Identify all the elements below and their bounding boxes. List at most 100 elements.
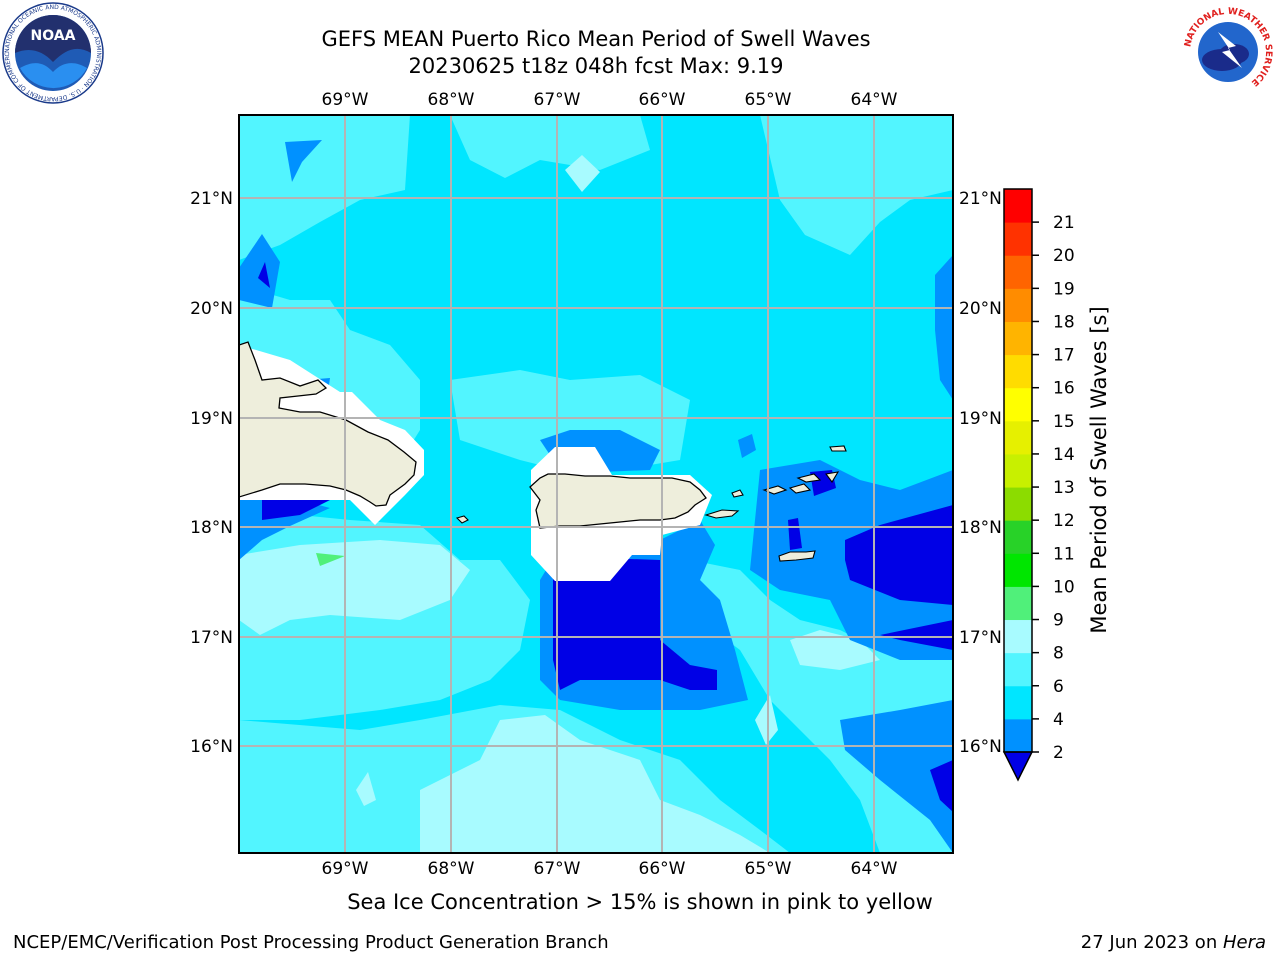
colorbar-tick-label: 9 (1053, 611, 1064, 631)
lat-label-left: 19°N (190, 409, 233, 429)
host-name: Hera (1222, 932, 1266, 953)
colorbar-outline (1003, 188, 1033, 753)
colorbar-tick-label: 6 (1053, 677, 1064, 697)
colorbar-segment (1004, 586, 1032, 621)
lat-label-right: 21°N (959, 189, 1002, 209)
field-6-8-north-right (760, 115, 953, 255)
colorbar-tick-label: 8 (1053, 644, 1064, 664)
lat-label-right: 20°N (959, 299, 1002, 319)
colorbar-segment (1004, 453, 1032, 488)
field-2-4-east-edge (935, 255, 953, 400)
sea-ice-note: Sea Ice Concentration > 15% is shown in … (347, 890, 933, 914)
field-below-2-se (930, 760, 953, 812)
lon-label-top: 66°W (639, 90, 686, 110)
lon-label-top: 65°W (745, 90, 792, 110)
lat-labels-right: 21°N 20°N 19°N 18°N 17°N 16°N (959, 189, 1002, 757)
colorbar-segment (1004, 420, 1032, 455)
field-6-8-north-left (239, 115, 410, 260)
lat-label-left: 20°N (190, 299, 233, 319)
colorbar-segment (1004, 387, 1032, 422)
colorbar-segment (1004, 652, 1032, 687)
colorbar-tick-label: 10 (1053, 577, 1075, 597)
lon-label-top: 69°W (322, 90, 369, 110)
colorbar: 2 4 6 8 9 10 11 12 13 14 15 16 17 18 19 20 21 (1002, 188, 1075, 782)
colorbar-tick-label: 15 (1053, 412, 1075, 432)
graticule (239, 115, 953, 853)
lon-label-bottom: 68°W (428, 859, 475, 879)
lon-label-top: 67°W (534, 90, 581, 110)
lat-label-right: 19°N (959, 409, 1002, 429)
colorbar-tick-label: 19 (1053, 279, 1075, 299)
field-below-2-west-spot (258, 262, 270, 288)
colorbar-segment (1004, 487, 1032, 521)
land-st-thomas (762, 485, 788, 495)
lat-label-left: 21°N (190, 189, 233, 209)
colorbar-tick-label: 20 (1053, 246, 1075, 266)
lat-labels-left: 21°N 20°N 19°N 18°N 17°N 16°N (190, 189, 233, 757)
noaa-logo-text: NOAA (31, 28, 76, 44)
field-9-10 (316, 553, 345, 566)
colorbar-tick-label: 16 (1053, 379, 1075, 399)
chart-title: GEFS MEAN Puerto Rico Mean Period of Swe… (321, 27, 871, 51)
colorbar-tick-label: 12 (1053, 511, 1075, 531)
land-virgin-gorda (825, 471, 840, 483)
colorbar-tick-label: 2 (1053, 743, 1064, 763)
colorbar-extend-arrow (1002, 751, 1034, 782)
generation-date: 27 Jun 2023 on (1080, 932, 1223, 953)
field-below-2-east (845, 505, 953, 605)
field-8-9-south (420, 715, 770, 853)
colorbar-segment (1004, 288, 1032, 322)
land-hispaniola (239, 341, 417, 507)
land-st-croix (778, 550, 816, 562)
lat-label-left: 18°N (190, 518, 233, 538)
colorbar-segment (1004, 354, 1032, 389)
land-anegada (829, 445, 847, 452)
lon-label-bottom: 65°W (745, 859, 792, 879)
lon-label-bottom: 69°W (322, 859, 369, 879)
colorbar-tick-label: 17 (1053, 346, 1075, 366)
field-2-4-west-edge (239, 234, 280, 308)
producer-credit: NCEP/EMC/Verification Post Processing Pr… (13, 932, 609, 953)
field-2-4-bvi-spot (738, 434, 756, 458)
nws-logo: NATIONAL WEATHER SERVICE (1180, 4, 1276, 100)
noaa-logo: NATIONAL OCEANIC AND ATMOSPHERIC ADMINIS… (2, 2, 104, 104)
colorbar-tick-label: 4 (1053, 710, 1064, 730)
lat-label-right: 17°N (959, 628, 1002, 648)
land-vieques (704, 509, 740, 519)
lat-label-left: 17°N (190, 628, 233, 648)
colorbar-segment (1004, 718, 1032, 753)
lon-label-bottom: 67°W (534, 859, 581, 879)
lon-labels-bottom: 69°W 68°W 67°W 66°W 65°W 64°W (322, 859, 898, 879)
field-2-4-nw-spot (285, 140, 322, 182)
field-8-9-south-spot (356, 772, 376, 806)
field-below-2-hisp (262, 500, 330, 520)
field-2-4-southeast (840, 700, 953, 853)
chart-subtitle: 20230625 t18z 048h fcst Max: 9.19 (408, 54, 784, 78)
colorbar-segment (1004, 685, 1032, 720)
colorbar-segment (1004, 189, 1032, 223)
lat-label-right: 18°N (959, 518, 1002, 538)
field-below-2-south-pr (553, 558, 717, 690)
swell-period-field (239, 115, 953, 853)
lon-label-bottom: 64°W (851, 859, 898, 879)
lat-label-right: 16°N (959, 737, 1002, 757)
colorbar-segment (1004, 321, 1032, 356)
colorbar-tick-label: 21 (1053, 213, 1075, 233)
field-6-8-north-mid (450, 115, 650, 178)
field-2-4-hispaniola-south (239, 500, 330, 560)
colorbar-tick-label: 14 (1053, 445, 1075, 465)
colorbar-label: Mean Period of Swell Waves [s] (1087, 306, 1111, 633)
land-mona-island (455, 515, 469, 524)
lat-label-left: 16°N (190, 737, 233, 757)
colorbar-segment (1004, 619, 1032, 654)
lon-label-top: 64°W (851, 90, 898, 110)
colorbar-tick-label: 18 (1053, 312, 1075, 332)
field-8-9-mid-spot (755, 695, 778, 745)
colorbar-segment (1004, 255, 1032, 289)
colorbar-segment (1004, 553, 1032, 587)
colorbar-tick-label: 11 (1053, 544, 1075, 564)
land-st-john (788, 483, 812, 494)
field-below-2-east-low (880, 620, 953, 650)
land-culebra (731, 489, 744, 498)
